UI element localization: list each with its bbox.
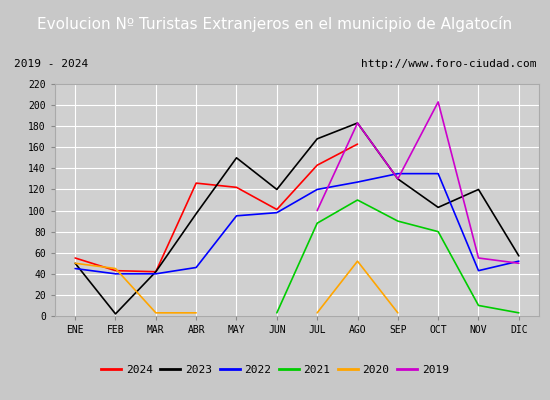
Text: Evolucion Nº Turistas Extranjeros en el municipio de Algatocín: Evolucion Nº Turistas Extranjeros en el … — [37, 16, 513, 32]
Text: 2019 - 2024: 2019 - 2024 — [14, 59, 88, 69]
Legend: 2024, 2023, 2022, 2021, 2020, 2019: 2024, 2023, 2022, 2021, 2020, 2019 — [97, 360, 453, 380]
Text: http://www.foro-ciudad.com: http://www.foro-ciudad.com — [361, 59, 536, 69]
